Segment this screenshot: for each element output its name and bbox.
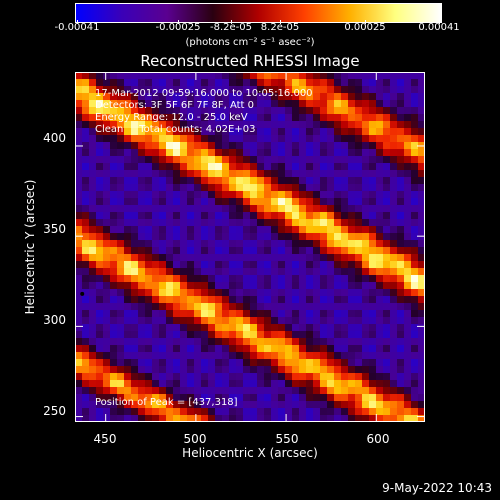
method-text: Clean Total counts: 4.02E+03	[95, 124, 256, 135]
image-canvas	[75, 72, 425, 422]
footer-date: 9-May-2022 10:43	[382, 481, 492, 495]
x-tick-label: 550	[275, 432, 299, 446]
colorbar-tick-label: -0.00025	[155, 22, 201, 33]
time-range-text: 17-Mar-2012 09:59:16.000 to 10:05:16.000	[95, 88, 313, 99]
colorbar-tick-mark	[178, 20, 179, 24]
x-tick-label: 500	[183, 432, 207, 446]
colorbar-tick-mark	[365, 20, 366, 24]
energy-range-text: Energy Range: 12.0 - 25.0 keV	[95, 112, 248, 123]
colorbar-ticks: -0.00041 -0.00025 -8.2e-05 8.2e-05 0.000…	[55, 0, 460, 36]
image-pixels	[75, 72, 425, 422]
colorbar-tick-mark	[280, 20, 281, 24]
y-tick-label: 300	[43, 313, 66, 327]
detectors-text: Detectors: 3F 5F 6F 7F 8F, Att 0	[95, 100, 255, 111]
colorbar-tick-label: 8.2e-05	[260, 22, 300, 33]
colorbar-tick-mark	[439, 20, 440, 24]
y-tick-label: 400	[43, 131, 66, 145]
colorbar-tick-label: -0.00041	[54, 22, 100, 33]
colorbar-tick-label: -8.2e-05	[210, 22, 252, 33]
y-tick-label: 250	[43, 404, 66, 418]
x-axis-label: Heliocentric X (arcsec)	[182, 446, 318, 460]
colorbar-tick-mark	[231, 20, 232, 24]
x-tick-label: 450	[93, 432, 117, 446]
y-tick-label: 350	[43, 222, 66, 236]
colorbar-units: (photons cm⁻² s⁻¹ asec⁻²)	[185, 37, 315, 48]
colorbar-tick-label: 0.00025	[344, 22, 386, 33]
colorbar-tick-label: 0.00041	[418, 22, 460, 33]
rhessi-image	[75, 72, 425, 422]
peak-position-text: Position of Peak = [437,318]	[95, 397, 238, 408]
peak-marker	[80, 291, 85, 296]
plot-title: Reconstructed RHESSI Image	[140, 52, 360, 70]
y-axis-label: Heliocentric Y (arcsec)	[23, 179, 37, 315]
plot-frame	[75, 72, 425, 422]
x-tick-label: 600	[366, 432, 390, 446]
colorbar-tick-mark	[77, 20, 78, 24]
axis-ticks	[75, 72, 425, 422]
colorbar	[75, 3, 442, 23]
